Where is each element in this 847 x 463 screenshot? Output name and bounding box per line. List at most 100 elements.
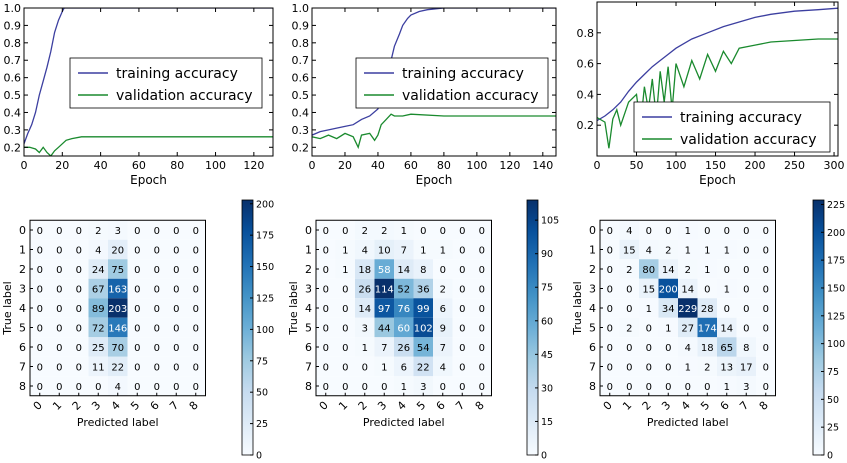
matrix-cell	[69, 317, 89, 338]
matrix-cell	[619, 356, 639, 377]
y-tick-label: 8	[589, 380, 596, 393]
matrix-cell	[49, 356, 69, 377]
matrix-cell	[658, 337, 678, 357]
y-tick-label: 0.6	[292, 72, 310, 85]
matrix-cell	[452, 356, 472, 377]
cell-value: 0	[459, 343, 465, 354]
cell-value: 0	[154, 226, 160, 237]
y-tick-label: 0.5	[4, 89, 22, 102]
matrix-cell	[658, 356, 678, 377]
colorbar-tick-label: 75	[541, 283, 553, 294]
cell-value: 0	[440, 382, 446, 393]
matrix-cell	[49, 337, 69, 357]
matrix-cell	[678, 376, 698, 396]
cell-value: 1	[685, 246, 691, 257]
cell-value: 0	[342, 304, 348, 315]
x-tick-label: 2	[640, 399, 654, 413]
cell-value: 22	[111, 363, 124, 374]
cell-value: 0	[479, 265, 485, 276]
matrix-cell	[756, 356, 776, 377]
x-axis-label: Epoch	[699, 173, 736, 187]
cell-value: 4	[95, 246, 101, 257]
matrix-cell	[108, 356, 128, 377]
matrix-cell	[316, 356, 336, 377]
matrix-cell	[639, 239, 659, 260]
cell-value: 0	[607, 226, 613, 237]
colorbar-tick-label: 75	[827, 367, 839, 378]
cell-value: 1	[685, 226, 691, 237]
y-tick-label: 0.6	[4, 72, 22, 85]
matrix-cell	[472, 356, 492, 377]
x-tick-label: 250	[784, 159, 805, 172]
matrix-cell	[335, 337, 355, 357]
matrix-cell	[394, 239, 414, 260]
cell-value: 0	[626, 363, 632, 374]
cell-value: 2	[685, 265, 691, 276]
y-tick-label: 0	[589, 224, 596, 237]
cell-value: 18	[701, 343, 714, 354]
x-tick-label: 5	[414, 399, 428, 413]
colorbar-tick-label: 225	[827, 200, 845, 211]
cell-value: 1	[342, 265, 348, 276]
cell-value: 2	[626, 324, 632, 335]
cell-value: 203	[108, 304, 127, 315]
matrix-cell	[697, 220, 717, 240]
matrix-cell	[186, 239, 206, 260]
cell-value: 0	[134, 265, 140, 276]
cell-value: 0	[743, 285, 749, 296]
colorbar-tick-label: 50	[256, 388, 268, 399]
matrix-cell	[452, 278, 472, 299]
x-tick-label: 0	[594, 159, 601, 172]
cell-value: 0	[134, 324, 140, 335]
matrix-cell	[49, 259, 69, 279]
cell-value: 4	[646, 246, 652, 257]
cell-value: 0	[173, 226, 179, 237]
colorbar-tick-label: 125	[827, 311, 845, 322]
colorbar-tick-label: 105	[541, 216, 559, 227]
cell-value: 0	[193, 265, 199, 276]
cell-value: 0	[342, 324, 348, 335]
legend-entry: training accuracy	[402, 66, 524, 82]
y-tick-label: 0.8	[577, 27, 595, 40]
confusion-matrix-2: 0 0 2 2 1 0 0 0 00 1 4 10 7 1 1 0 00 1 18 58 14 8 0 0 00 0 26 114 52…	[287, 199, 559, 462]
matrix-cell	[374, 259, 394, 279]
cell-value: 0	[743, 265, 749, 276]
y-tick-label: 0.5	[292, 89, 310, 102]
cell-value: 10	[378, 246, 391, 257]
matrix-cell	[30, 376, 50, 396]
legend: training accuracy validation accuracy	[355, 57, 549, 109]
accuracy-chart-3: 0 50 100 150 200 250 300 0.2 0.4 0.6 0.8 Epoch train…	[577, 1, 845, 187]
matrix-cell	[736, 220, 756, 240]
matrix-cell	[88, 239, 108, 260]
cell-value: 0	[626, 285, 632, 296]
x-axis-label: Predicted label	[363, 416, 445, 429]
cell-value: 0	[37, 265, 43, 276]
matrix-cell	[166, 278, 186, 299]
cell-value: 0	[134, 226, 140, 237]
matrix-cell	[186, 220, 206, 240]
matrix-cell	[658, 239, 678, 260]
cell-value: 0	[665, 343, 671, 354]
cell-value: 2	[626, 265, 632, 276]
y-tick-label: 4	[305, 302, 312, 315]
matrix-cell	[394, 220, 414, 240]
cell-value: 8	[743, 343, 749, 354]
matrix-cell	[374, 298, 394, 318]
matrix-cell	[756, 259, 776, 279]
matrix-cell	[756, 337, 776, 357]
matrix-cell	[335, 356, 355, 377]
cell-value: 0	[763, 363, 769, 374]
matrix-cell	[374, 278, 394, 299]
matrix-cell	[452, 239, 472, 260]
cell-value: 0	[193, 285, 199, 296]
matrix-cell	[335, 259, 355, 279]
series-line-validation	[597, 38, 838, 149]
matrix-cell	[717, 278, 737, 299]
cell-value: 0	[134, 382, 140, 393]
cell-value: 0	[173, 324, 179, 335]
x-tick-label: 0	[317, 399, 331, 413]
matrix-cell	[147, 376, 167, 396]
matrix-cell	[49, 317, 69, 338]
matrix-cell	[316, 220, 336, 240]
plot-frame	[23, 7, 274, 157]
